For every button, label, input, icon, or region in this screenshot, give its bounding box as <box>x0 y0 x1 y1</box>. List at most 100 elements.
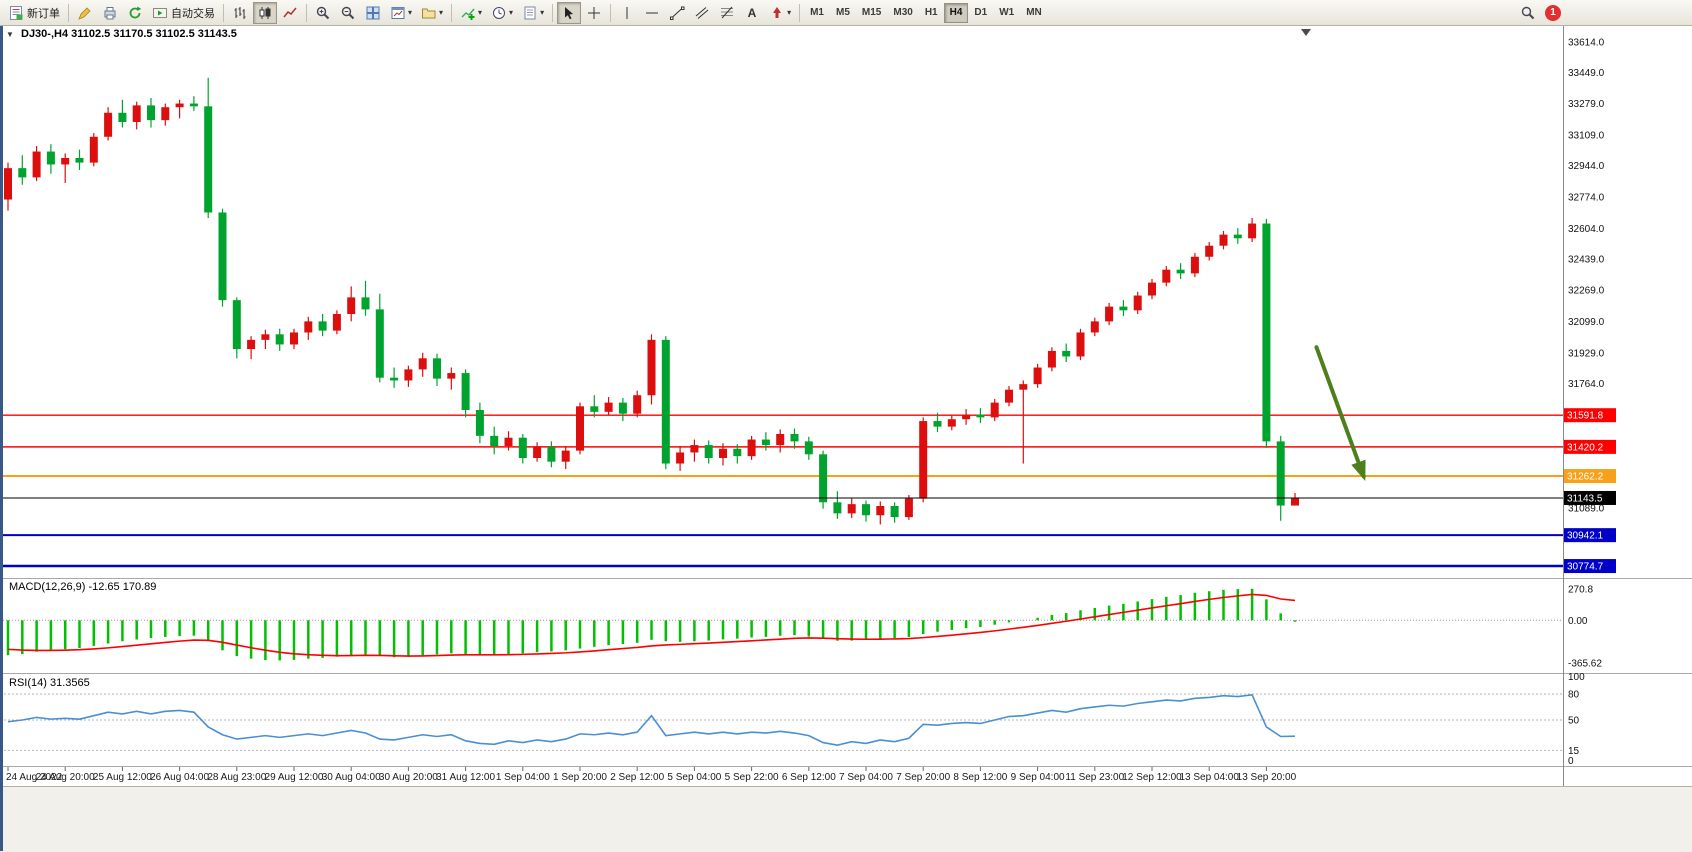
trendline-tool-button[interactable] <box>665 2 689 24</box>
macd-pane <box>0 588 1563 661</box>
price-badge <box>1564 469 1616 484</box>
candle-body <box>147 105 155 121</box>
candle-body <box>18 168 27 178</box>
candle-body <box>1190 256 1199 274</box>
chart-shift-marker-icon[interactable] <box>1301 29 1311 36</box>
templates-icon <box>524 6 536 19</box>
timeframe-MN-button[interactable]: MN <box>1020 3 1048 23</box>
candle-body <box>1090 321 1099 333</box>
crosshair-icon <box>588 6 601 19</box>
candle-body <box>4 168 12 200</box>
time-axis-label: 25 Aug 12:00 <box>93 772 152 783</box>
text-tool-button[interactable]: A <box>740 2 764 24</box>
candle-body <box>490 435 499 446</box>
candle-body <box>590 406 599 412</box>
candle-body <box>61 158 70 165</box>
chevron-down-icon: ▾ <box>540 8 545 17</box>
templates-button[interactable]: ▾ <box>518 2 548 24</box>
auto-trading-button[interactable]: 自动交易 <box>148 2 219 24</box>
candle-body <box>919 421 928 499</box>
annotation-arrow[interactable] <box>1314 345 1366 481</box>
candle-body <box>761 439 770 446</box>
candle-body <box>75 158 84 163</box>
line-chart-mode-button[interactable] <box>278 2 302 24</box>
metaeditor-button[interactable] <box>73 2 97 24</box>
tile-windows-button[interactable] <box>361 2 385 24</box>
timeframe-H4-button[interactable]: H4 <box>943 2 969 23</box>
search-button[interactable] <box>1516 2 1540 24</box>
price-axis[interactable]: 33614.0 33449.0 33279.0 33109.0 32944.0 32774… <box>1564 37 1616 767</box>
zoom-in-button[interactable] <box>311 2 335 24</box>
price-level-lines[interactable] <box>0 414 1563 568</box>
channel-tool-button[interactable] <box>690 2 714 24</box>
candlestick-mode-button[interactable] <box>253 1 277 24</box>
price-badge <box>1564 439 1616 454</box>
new-order-icon <box>10 5 23 20</box>
timeframe-M5-button[interactable]: M5 <box>830 3 856 23</box>
print-button[interactable] <box>98 2 122 24</box>
candle-body <box>332 314 341 331</box>
candle-body <box>1148 282 1156 296</box>
time-axis-label: 30 Aug 20:00 <box>379 772 438 783</box>
candle-body <box>862 504 870 516</box>
price-badge-label: 30942.1 <box>1567 531 1604 542</box>
candle-body <box>132 105 141 122</box>
candle-body <box>247 339 256 350</box>
indicators-icon <box>461 8 475 20</box>
candle-body <box>232 300 241 350</box>
candle-body <box>361 297 370 310</box>
zoom-out-button[interactable] <box>336 2 360 24</box>
channel-icon <box>695 6 709 19</box>
vertical-line-tool-button[interactable] <box>615 2 639 24</box>
timeframe-D1-button[interactable]: D1 <box>968 3 993 23</box>
time-axis-label: 24 Aug 2022 <box>6 772 63 783</box>
candle-body <box>1062 350 1071 357</box>
rsi-axis-label: 100 <box>1568 672 1585 683</box>
one-click-trading-toggle[interactable]: ▼ <box>6 30 14 39</box>
macd-axis-label: -365.62 <box>1568 658 1602 669</box>
profiles-button[interactable]: ▾ <box>417 2 447 24</box>
candle-body <box>118 112 127 122</box>
candle-body <box>1119 306 1128 311</box>
candle-body <box>1105 306 1114 322</box>
periods-button[interactable]: ▾ <box>487 2 517 24</box>
price-axis-tick-label: 32604.0 <box>1568 224 1605 235</box>
candle-body <box>604 402 613 412</box>
clock-icon <box>493 6 506 19</box>
horizontal-line-icon <box>646 12 659 13</box>
arrows-tool-button[interactable]: ▾ <box>765 2 795 24</box>
window-bottom-area <box>0 786 1692 852</box>
candle-body <box>1233 234 1242 239</box>
candle-body <box>819 454 828 503</box>
price-badge <box>1564 490 1616 505</box>
time-axis-label: 24 Aug 20:00 <box>36 772 95 783</box>
crosshair-tool-button[interactable] <box>582 2 606 24</box>
refresh-button[interactable] <box>123 2 147 24</box>
candlestick-chart-icon <box>259 6 271 19</box>
timeframe-M15-button[interactable]: M15 <box>856 3 887 23</box>
indicators-button[interactable]: ▾ <box>456 2 486 24</box>
candle-body <box>318 321 327 331</box>
timeframe-H1-button[interactable]: H1 <box>919 3 944 23</box>
timeframe-M1-button[interactable]: M1 <box>804 3 830 23</box>
notification-badge[interactable]: 1 <box>1545 4 1561 21</box>
bar-chart-mode-button[interactable] <box>228 2 252 24</box>
new-order-button[interactable]: 新订单 <box>4 2 64 24</box>
horizontal-line-tool-button[interactable] <box>640 2 664 24</box>
timeframe-W1-button[interactable]: W1 <box>993 3 1020 23</box>
fibonacci-tool-button[interactable] <box>715 2 739 24</box>
candle-body <box>933 421 942 427</box>
time-axis-label: 5 Sep 04:00 <box>667 772 721 783</box>
time-axis-label: 30 Aug 04:00 <box>322 772 381 783</box>
candle-body <box>1033 367 1042 385</box>
window-border-left <box>0 26 3 851</box>
search-icon <box>1521 6 1535 19</box>
timeframe-M30-button[interactable]: M30 <box>887 3 918 23</box>
cursor-tool-button[interactable] <box>557 1 582 24</box>
candle-body <box>32 151 41 178</box>
pane-separators <box>0 26 1692 786</box>
candle-body <box>876 506 885 516</box>
new-chart-button[interactable]: ▾ <box>386 2 416 24</box>
